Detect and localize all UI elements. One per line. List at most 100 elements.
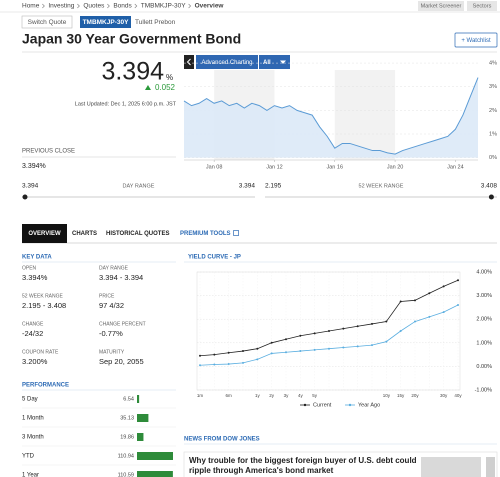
series-point: [356, 345, 359, 348]
section-title: NEWS FROM DOW JONES: [184, 437, 260, 443]
change: 0.052: [155, 83, 176, 92]
range-select-label[interactable]: All: [263, 60, 271, 66]
breadcrumb-chevron: [188, 3, 192, 9]
switch-quote-label[interactable]: Switch Quote: [28, 19, 67, 26]
key-data-label: 52 WEEK RANGE: [22, 293, 64, 299]
price: 3.394: [101, 58, 164, 86]
key-data-label: COUPON RATE: [22, 349, 59, 355]
y-tick-label: -1.00%: [475, 387, 493, 393]
y-tick-label: 4.00%: [476, 269, 492, 275]
series-point: [299, 350, 302, 353]
legend-label: Year Ago: [358, 402, 380, 408]
performance-value: 6.54: [123, 396, 134, 402]
breadcrumb-chevron: [77, 3, 80, 9]
breadcrumb-item[interactable]: Investing: [48, 3, 74, 10]
performance-value: 110.94: [118, 453, 134, 459]
last-updated: Last Updated: Dec 1, 2025 6:00 p.m. JST: [75, 101, 177, 107]
breadcrumb-item[interactable]: Bonds: [113, 3, 132, 10]
ticker-badge: [80, 16, 131, 28]
x-tick-label: 1y: [255, 393, 261, 398]
breadcrumb-item[interactable]: TMBMKJP-30Y: [141, 3, 186, 10]
performance-value: 35.13: [120, 415, 134, 421]
performance-value: 19.86: [120, 434, 134, 440]
performance-period: 1 Year: [22, 473, 39, 477]
series-point: [199, 364, 201, 367]
nav-button[interactable]: [467, 1, 497, 11]
key-data-value: 2.195 - 3.408: [22, 301, 66, 310]
series-point: [356, 325, 359, 328]
x-tick-label: 30y: [440, 393, 448, 398]
switch-quote-button[interactable]: [21, 15, 73, 29]
series-point: [442, 285, 445, 288]
y-tick-label: 1%: [489, 131, 497, 137]
x-tick-label: 4y: [298, 393, 304, 398]
series-point: [414, 320, 416, 323]
series-point: [313, 332, 316, 335]
performance-bar: [137, 433, 144, 441]
series-point: [385, 340, 388, 343]
news-headline[interactable]: Why trouble for the biggest foreign buye…: [189, 456, 417, 475]
series-point: [457, 304, 459, 307]
key-data-label: OPEN: [22, 265, 37, 271]
x-tick-label: 10y: [383, 393, 391, 398]
series-point: [285, 338, 287, 341]
series-point: [256, 347, 259, 350]
series-point: [342, 346, 345, 349]
breadcrumb-item[interactable]: Quotes: [83, 3, 105, 10]
tab[interactable]: OVERVIEW: [28, 231, 61, 237]
series-point: [227, 363, 230, 366]
x-tick-label: 5y: [312, 393, 318, 398]
series-point: [342, 327, 345, 330]
series-point: [371, 344, 373, 347]
y-tick-label: 0%: [489, 155, 497, 161]
y-tick-label: 3%: [489, 84, 497, 90]
ticker: TMBMKJP-30Y: [83, 19, 130, 26]
chart-back-button[interactable]: [184, 55, 194, 69]
range-select[interactable]: [259, 55, 290, 69]
key-data-value: Sep 20, 2055: [99, 357, 144, 366]
x-tick-label: Jan 08: [206, 164, 223, 170]
x-tick-label: 3y: [284, 393, 290, 398]
series-point: [399, 300, 402, 303]
advanced-charting-label[interactable]: Advanced Charting: [201, 60, 252, 66]
range-marker: [488, 194, 494, 200]
nav-button-label[interactable]: Market Screener: [421, 3, 462, 9]
series-point: [285, 351, 287, 354]
nav-button[interactable]: [418, 1, 464, 11]
performance-period: 1 Month: [22, 416, 44, 422]
area: [184, 77, 478, 158]
y-tick-label: 2.00%: [476, 317, 492, 323]
tab[interactable]: HISTORICAL QUOTES: [106, 231, 169, 237]
key-data-value: 97 4/32: [99, 301, 124, 310]
performance-period: 3 Month: [22, 435, 44, 441]
series-point: [442, 311, 445, 314]
series-point: [242, 350, 244, 353]
tab[interactable]: CHARTS: [72, 231, 97, 237]
news-headline-box: Why trouble for the biggest foreign buye…: [189, 456, 417, 475]
range-high: 3.394: [239, 183, 256, 190]
series-point: [213, 363, 216, 366]
breadcrumb-item: Overview: [195, 3, 225, 10]
tab-active[interactable]: [22, 224, 67, 243]
advanced-charting-button[interactable]: [196, 55, 258, 69]
source: Tullett Prebon: [135, 19, 176, 26]
performance-period: YTD: [22, 454, 35, 460]
x-tick-label: Jan 24: [447, 164, 464, 170]
plot-frame: [196, 271, 461, 391]
performance-period: 5 Day: [22, 397, 38, 403]
key-data-label: DAY RANGE: [99, 265, 129, 271]
series-point: [256, 358, 259, 361]
previous-close-label: PREVIOUS CLOSE: [22, 149, 75, 155]
legend-marker: [348, 403, 352, 407]
performance-bar: [137, 395, 140, 403]
key-data-value: -24/32: [22, 329, 43, 338]
breadcrumb-item[interactable]: Home: [22, 3, 40, 10]
watchlist-button[interactable]: [454, 32, 498, 48]
x-tick-label: 1m: [197, 393, 204, 398]
watchlist-label[interactable]: + Watchlist: [461, 38, 491, 44]
chart-back-icon: [186, 58, 191, 66]
nav-button-label[interactable]: Sectors: [473, 3, 492, 9]
range-high: 3.408: [481, 183, 498, 190]
tab[interactable]: PREMIUM TOOLS: [180, 231, 231, 237]
